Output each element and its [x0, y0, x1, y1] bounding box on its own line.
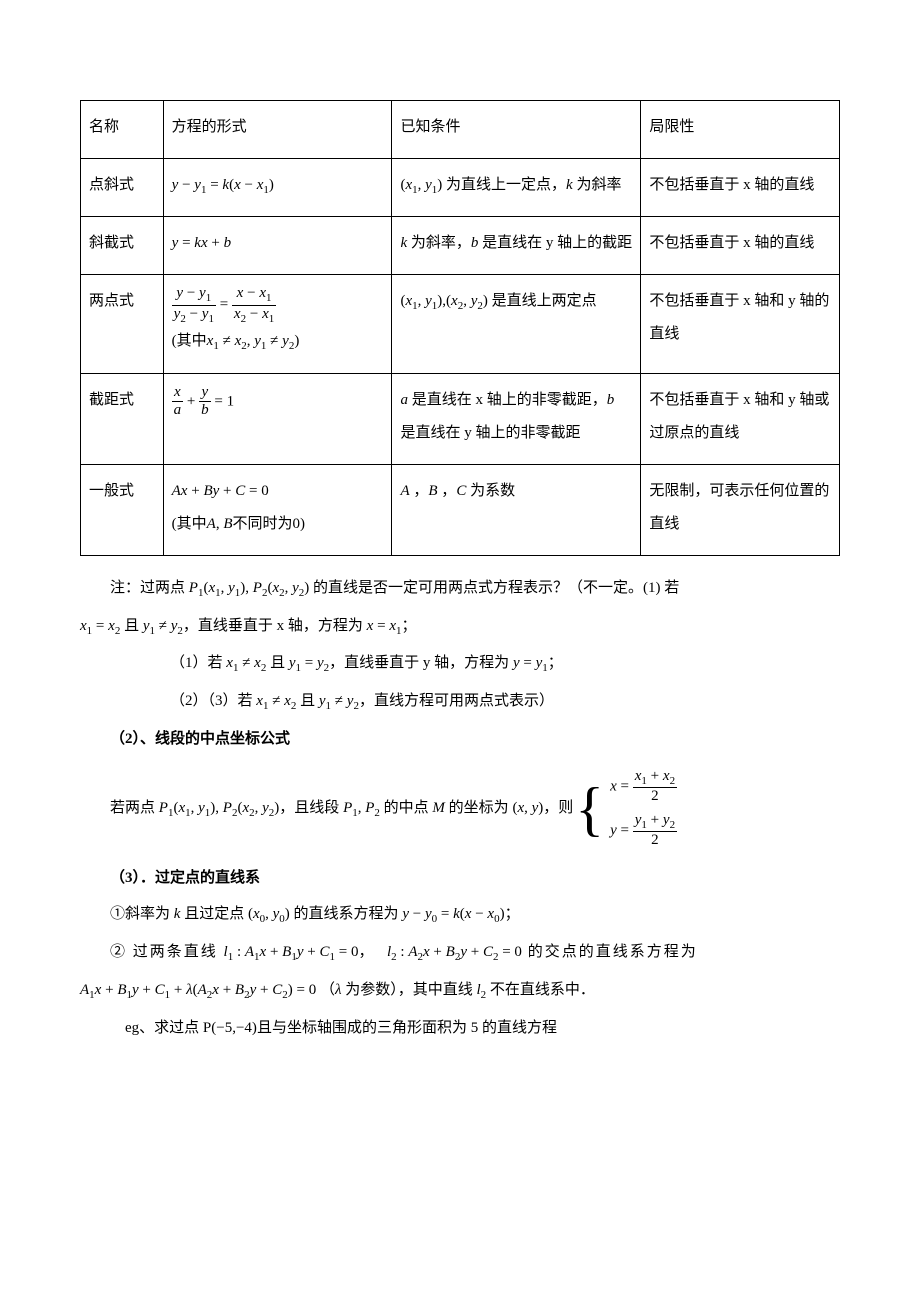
cell-form: y − y1 = k(x − x1) — [163, 159, 392, 217]
text: ①斜率为 — [110, 906, 174, 922]
section3-title: （3）．过定点的直线系 — [80, 864, 840, 893]
cell-cond: (x1, y1) 为直线上一定点，k 为斜率 — [392, 159, 641, 217]
note-line-3: （1）若 x1 ≠ x2 且 y1 = y2，直线垂直于 y 轴，方程为 y =… — [80, 649, 840, 679]
text: ，则 — [543, 800, 573, 816]
section3-p3: A1x + B1y + C1 + λ(A2x + B2y + C2) = 0 （… — [80, 976, 840, 1006]
table-row: 斜截式 y = kx + b k 为斜率，b 是直线在 y 轴上的截距 不包括垂… — [81, 217, 840, 275]
table-header-row: 名称 方程的形式 已知条件 局限性 — [81, 101, 840, 159]
cell-lim: 不包括垂直于 x 轴和 y 轴的直线 — [641, 275, 840, 373]
section3-p1: ①斜率为 k 且过定点 (x0, y0) 的直线系方程为 y − y0 = k(… — [80, 900, 840, 930]
text: ，且线段 — [279, 800, 343, 816]
cell-lim: 不包括垂直于 x 轴的直线 — [641, 217, 840, 275]
header-cond: 已知条件 — [392, 101, 641, 159]
text: ； — [401, 618, 416, 634]
note-line-1: 注：过两点 P1(x1, y1), P2(x2, y2) 的直线是否一定可用两点… — [80, 574, 840, 604]
cell-name: 斜截式 — [81, 217, 164, 275]
text: 若两点 — [110, 800, 159, 816]
cell-cond: (x1, y1),(x2, y2) 是直线上两定点 — [392, 275, 641, 373]
cell-name: 点斜式 — [81, 159, 164, 217]
text: ， — [358, 944, 375, 960]
cell-name: 一般式 — [81, 464, 164, 555]
section3-p2: ② 过两条直线 l1 : A1x + B1y + C1 = 0， l2 : A2… — [80, 938, 840, 968]
cell-name: 两点式 — [81, 275, 164, 373]
table-row: 两点式 y − y1y2 − y1 = x − x1x2 − x1 (其中x1 … — [81, 275, 840, 373]
text: 的直线系方程为 — [290, 906, 403, 922]
cell-cond: k 为斜率，b 是直线在 y 轴上的截距 — [392, 217, 641, 275]
header-name: 名称 — [81, 101, 164, 159]
left-brace-icon: { — [575, 779, 604, 839]
midpoint-lead: 若两点 P1(x1, y1), P2(x2, y2)，且线段 P1, P2 的中… — [110, 794, 573, 824]
page: 名称 方程的形式 已知条件 局限性 点斜式 y − y1 = k(x − x1)… — [0, 0, 920, 1110]
cell-cond: A ，B ，C 为系数 — [392, 464, 641, 555]
midpoint-eq-y: y = y1 + y22 — [610, 812, 677, 850]
table-row: 点斜式 y − y1 = k(x − x1) (x1, y1) 为直线上一定点，… — [81, 159, 840, 217]
section2-title: （2）、线段的中点坐标公式 — [80, 725, 840, 754]
text: （2）（3）若 — [170, 693, 256, 709]
text: 且过定点 — [180, 906, 248, 922]
text: 注：过两点 — [110, 580, 189, 596]
text: ② 过两条直线 — [110, 944, 224, 960]
cell-form: y − y1y2 − y1 = x − x1x2 − x1 (其中x1 ≠ x2… — [163, 275, 392, 373]
midpoint-formula: 若两点 P1(x1, y1), P2(x2, y2)，且线段 P1, P2 的中… — [110, 762, 840, 856]
text: （1）若 — [170, 655, 226, 671]
note-line-4: （2）（3）若 x1 ≠ x2 且 y1 ≠ y2，直线方程可用两点式表示） — [80, 687, 840, 717]
cell-name: 截距式 — [81, 373, 164, 464]
header-form: 方程的形式 — [163, 101, 392, 159]
cell-form: xa + yb = 1 — [163, 373, 392, 464]
equations-table: 名称 方程的形式 已知条件 局限性 点斜式 y − y1 = k(x − x1)… — [80, 100, 840, 556]
cell-cond: a 是直线在 x 轴上的非零截距，b 是直线在 y 轴上的非零截距 — [392, 373, 641, 464]
header-lim: 局限性 — [641, 101, 840, 159]
section3-eg: eg、求过点 P(−5,−4)且与坐标轴围成的三角形面积为 5 的直线方程 — [80, 1014, 840, 1043]
text: 的中点 — [380, 800, 433, 816]
cell-lim: 不包括垂直于 x 轴的直线 — [641, 159, 840, 217]
text: 的交点的直线系方程为 — [522, 944, 698, 960]
table-row: 一般式 Ax + By + C = 0 (其中A, B不同时为0) A ，B ，… — [81, 464, 840, 555]
brace-equations: x = x1 + x22 y = y1 + y22 — [610, 762, 677, 856]
cell-form: y = kx + b — [163, 217, 392, 275]
text: ，直线方程可用两点式表示） — [359, 693, 554, 709]
cell-form: Ax + By + C = 0 (其中A, B不同时为0) — [163, 464, 392, 555]
cell-lim: 无限制，可表示任何位置的直线 — [641, 464, 840, 555]
midpoint-eq-x: x = x1 + x22 — [610, 768, 677, 806]
text: ，直线垂直于 x 轴，方程为 — [183, 618, 367, 634]
text: 的直线是否一定可用两点式方程表示？（不一定。(1) 若 — [309, 580, 679, 596]
table-row: 截距式 xa + yb = 1 a 是直线在 x 轴上的非零截距，b 是直线在 … — [81, 373, 840, 464]
note-line-2: x1 = x2 且 y1 ≠ y2，直线垂直于 x 轴，方程为 x = x1； — [80, 612, 840, 642]
cell-lim: 不包括垂直于 x 轴和 y 轴或过原点的直线 — [641, 373, 840, 464]
text: ，直线垂直于 y 轴，方程为 — [329, 655, 513, 671]
text: ； — [548, 655, 563, 671]
text: 的坐标为 — [445, 800, 513, 816]
text: ； — [505, 906, 520, 922]
